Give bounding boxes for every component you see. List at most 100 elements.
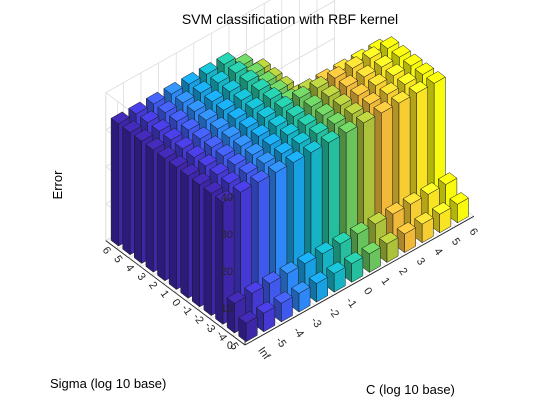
bar-face-top [279, 261, 299, 274]
axis-line [105, 240, 246, 346]
bar-face-top [163, 127, 183, 141]
x-tick-label: 3 [414, 256, 427, 268]
bar-face-top [349, 221, 370, 235]
grid-line [105, 0, 272, 93]
bar-face-top [285, 150, 305, 163]
bar-face-top [385, 63, 405, 77]
bar-face-top [291, 131, 311, 145]
bar-face-top [338, 74, 359, 88]
bar-face-top [244, 142, 265, 156]
bar-face-top [251, 78, 271, 91]
bar [431, 202, 452, 234]
bar-face-top [344, 56, 365, 69]
bar-face-top [414, 211, 434, 225]
bar-face-top [367, 73, 388, 87]
bar-face-top [192, 126, 212, 140]
bar [250, 170, 270, 306]
x-tick-label: 1 [379, 276, 392, 288]
bar-face-top [151, 119, 171, 132]
bar-face-top [250, 170, 270, 183]
bar-face-top [139, 110, 160, 123]
bar-face-top [362, 46, 382, 59]
bar-face-top [227, 152, 247, 166]
y-axis-label: Sigma (log 10 base) [50, 376, 166, 391]
bar-face-top [221, 125, 241, 138]
bar-face-side [134, 135, 142, 264]
bar-face-top [338, 120, 358, 134]
x-tick-label: 6 [467, 226, 480, 238]
bar-face-top [285, 104, 306, 117]
bar-face-top [209, 116, 230, 130]
bar-face-top [420, 182, 440, 195]
y-tick-label: 3 [134, 271, 147, 283]
z-tick-label: 30 [221, 229, 233, 241]
bar-face-top [414, 62, 435, 75]
bar-face-side [180, 169, 189, 299]
bar-face-top [315, 103, 335, 116]
z-tick-label: 0 [227, 340, 233, 352]
bar-face-top [355, 110, 376, 124]
bar-face-top [303, 140, 323, 153]
bar-face-top [426, 71, 446, 84]
bar-face-top [198, 108, 218, 121]
bar-face-top [408, 81, 429, 94]
bar-face-side [122, 126, 131, 256]
bar-face-top [250, 124, 271, 137]
x-tick-label: -1 [343, 295, 358, 310]
bar-face-top [238, 161, 259, 174]
y-tick-label: 5 [111, 253, 124, 265]
bar-face-top [180, 117, 201, 131]
bar [273, 291, 293, 323]
bar-face-top [215, 144, 235, 157]
bar-face-top [309, 75, 329, 89]
bar-face-top [314, 241, 335, 255]
bar-face-top [245, 96, 265, 110]
bar [320, 130, 341, 266]
bar-face-top [361, 92, 382, 105]
bar-face-top [227, 60, 248, 74]
bar-face-top [215, 98, 236, 111]
y-tick-label: 2 [146, 280, 159, 292]
bar [385, 202, 405, 245]
bar-face-top [210, 70, 230, 84]
bar-face-top [261, 271, 282, 284]
bar-face-top [273, 141, 294, 155]
bar-face-top [169, 109, 189, 122]
bar-face-top [175, 90, 195, 104]
bar-face-top [332, 93, 353, 106]
bar-face-top [209, 162, 229, 176]
bar-face-top [303, 94, 323, 108]
bar-face-top [309, 121, 329, 135]
z-tick-label: 20 [221, 266, 233, 278]
x-tick-label: 4 [431, 246, 444, 258]
bar-face-top [232, 180, 253, 193]
x-tick-label: 5 [449, 236, 462, 248]
bar [414, 211, 434, 244]
bar [238, 310, 258, 343]
bar-face-top [391, 45, 411, 58]
bars-group [110, 36, 469, 343]
bar-face-top [431, 202, 452, 215]
bar-face-top [226, 291, 247, 304]
bar-face-top [356, 64, 376, 78]
bar-face-top [221, 79, 242, 93]
bar [291, 281, 311, 313]
bar-face-top [397, 72, 417, 85]
x-tick-label: Inf [255, 345, 272, 363]
bar [267, 160, 288, 296]
x-axis-label: C (log 10 base) [366, 382, 455, 397]
bar-face-top [379, 82, 399, 95]
bar-face-top [437, 172, 458, 185]
x-tick-label: -2 [326, 305, 341, 320]
bar-face-top [268, 114, 288, 127]
bar-face-top [204, 89, 224, 102]
bar-face-top [239, 69, 259, 83]
bar-face-top [244, 281, 264, 294]
bar-face-top [186, 99, 207, 112]
bar [396, 221, 417, 254]
axis-line [244, 215, 475, 346]
y-tick-label: 0 [169, 297, 182, 309]
bar-face-top [221, 171, 241, 184]
bar-face-top [198, 62, 219, 75]
bar-face-top [391, 90, 411, 104]
